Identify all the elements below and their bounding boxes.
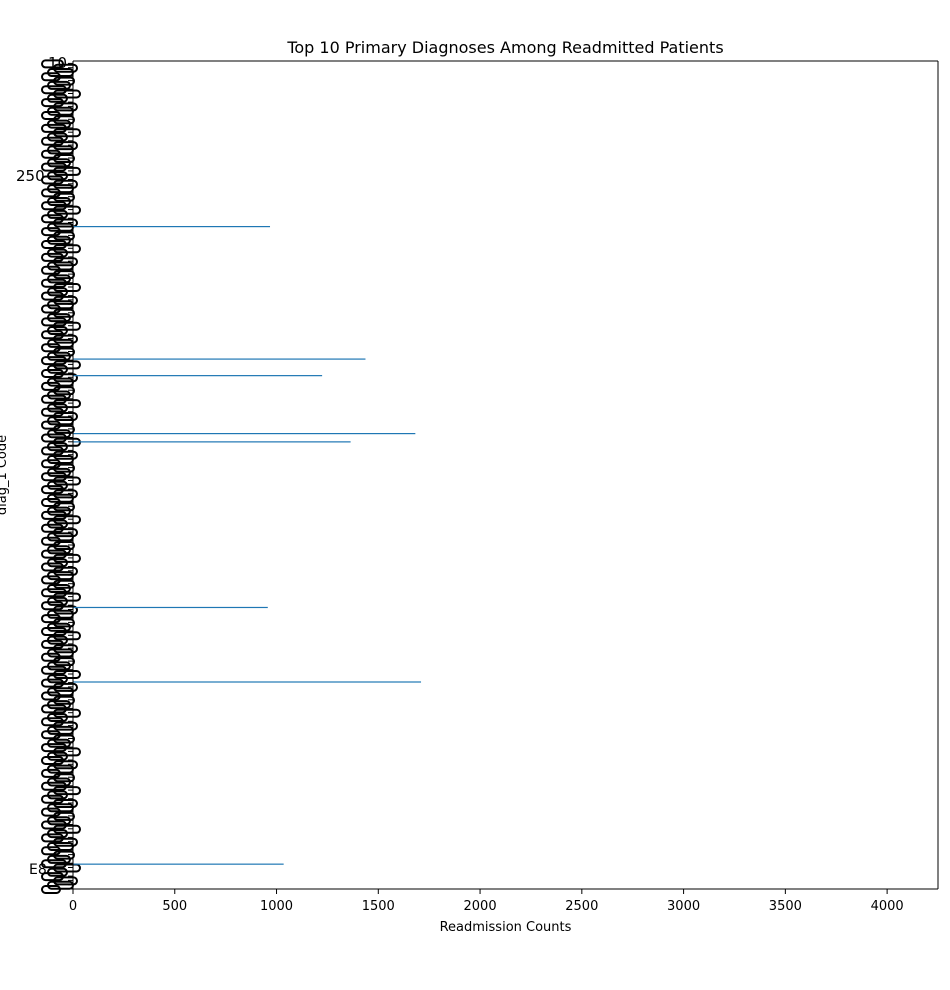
- x-tick-label-0: 0: [69, 899, 77, 914]
- y-tick-label-10: 10: [48, 54, 67, 72]
- y-axis-label: diag_1 Code: [0, 435, 10, 515]
- bar-5: [73, 441, 351, 443]
- x-tick-label-2000: 2000: [464, 899, 497, 914]
- bar-4: [73, 433, 416, 435]
- chart-title: Top 10 Primary Diagnoses Among Readmitte…: [286, 38, 723, 57]
- x-axis-label: Readmission Counts: [440, 920, 572, 935]
- x-tick-label-2500: 2500: [565, 899, 598, 914]
- y-tick-label-e8: E8: [29, 862, 47, 878]
- y-tick-label-glyph: [41, 59, 64, 69]
- bar-8: [73, 863, 284, 865]
- bar-2: [73, 358, 366, 360]
- bar-7: [73, 681, 422, 683]
- x-tick-label-500: 500: [162, 899, 187, 914]
- x-axis: 0 500 1000 1500 2000 2500 3000 3500 4000: [69, 889, 904, 914]
- bar-3: [73, 375, 323, 377]
- y-tick-clutter: [41, 59, 81, 894]
- x-tick-label-4000: 4000: [871, 899, 904, 914]
- y-tick-label-250: 250: [16, 167, 45, 185]
- x-tick-label-1500: 1500: [362, 899, 395, 914]
- x-tick-label-3000: 3000: [667, 899, 700, 914]
- bar-6: [73, 606, 268, 609]
- x-tick-label-3500: 3500: [769, 899, 802, 914]
- bar-1: [73, 226, 271, 228]
- bars-layer: [73, 226, 422, 865]
- x-tick-label-1000: 1000: [260, 899, 293, 914]
